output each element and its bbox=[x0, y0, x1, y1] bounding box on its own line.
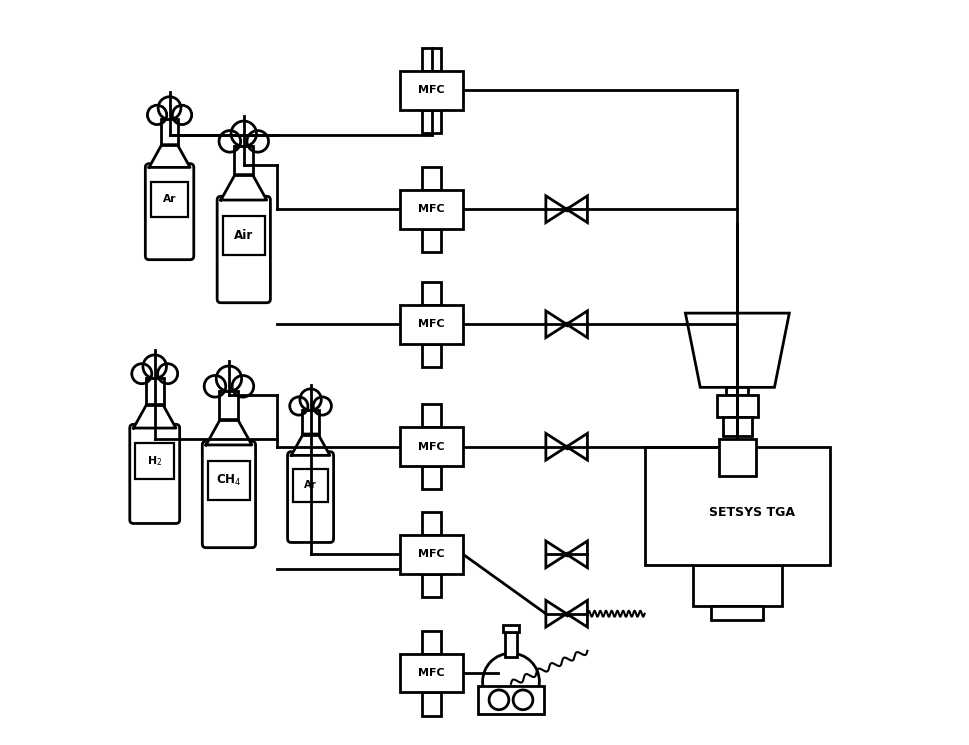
Bar bbox=[422, 466, 441, 489]
FancyBboxPatch shape bbox=[207, 461, 250, 500]
Polygon shape bbox=[134, 405, 175, 428]
Text: SETSYS TGA: SETSYS TGA bbox=[708, 506, 795, 519]
FancyBboxPatch shape bbox=[203, 441, 255, 548]
Bar bbox=[718, 440, 755, 476]
Bar bbox=[399, 305, 462, 343]
Bar bbox=[422, 48, 441, 72]
FancyBboxPatch shape bbox=[287, 451, 333, 542]
Polygon shape bbox=[205, 419, 252, 445]
Text: Air: Air bbox=[234, 229, 253, 242]
FancyBboxPatch shape bbox=[135, 443, 174, 479]
Text: H$_2$: H$_2$ bbox=[147, 454, 162, 468]
Bar bbox=[399, 428, 462, 466]
Bar bbox=[422, 229, 441, 252]
Bar bbox=[399, 654, 462, 692]
Bar bbox=[399, 190, 462, 229]
FancyBboxPatch shape bbox=[161, 118, 178, 145]
Bar bbox=[505, 633, 516, 658]
Text: CH$_4$: CH$_4$ bbox=[216, 473, 241, 488]
Bar bbox=[422, 167, 441, 190]
FancyBboxPatch shape bbox=[234, 146, 253, 175]
Bar bbox=[422, 692, 441, 715]
Bar bbox=[422, 631, 441, 654]
FancyBboxPatch shape bbox=[145, 378, 164, 405]
FancyBboxPatch shape bbox=[145, 164, 194, 260]
Bar bbox=[726, 387, 748, 406]
Text: MFC: MFC bbox=[418, 86, 445, 95]
FancyBboxPatch shape bbox=[219, 390, 238, 420]
Polygon shape bbox=[291, 434, 329, 455]
Bar bbox=[710, 606, 763, 620]
Bar bbox=[422, 110, 441, 133]
Text: Ar: Ar bbox=[163, 194, 176, 204]
FancyBboxPatch shape bbox=[293, 469, 328, 502]
Bar bbox=[422, 574, 441, 597]
FancyBboxPatch shape bbox=[223, 216, 265, 255]
Bar bbox=[692, 565, 781, 606]
Text: MFC: MFC bbox=[418, 204, 445, 215]
Text: MFC: MFC bbox=[418, 668, 445, 678]
Bar bbox=[422, 512, 441, 535]
Bar bbox=[644, 447, 829, 565]
Bar bbox=[722, 417, 751, 436]
Bar bbox=[399, 535, 462, 574]
Bar bbox=[422, 405, 441, 428]
Bar bbox=[399, 72, 462, 110]
FancyBboxPatch shape bbox=[217, 197, 270, 302]
FancyBboxPatch shape bbox=[302, 410, 319, 435]
Polygon shape bbox=[149, 145, 190, 168]
Text: Ar: Ar bbox=[304, 481, 317, 490]
Text: MFC: MFC bbox=[418, 549, 445, 559]
Bar bbox=[422, 282, 441, 305]
Bar bbox=[477, 685, 544, 714]
Bar bbox=[422, 343, 441, 367]
FancyBboxPatch shape bbox=[150, 182, 188, 217]
Bar bbox=[716, 395, 757, 417]
Text: MFC: MFC bbox=[418, 442, 445, 451]
Polygon shape bbox=[221, 174, 266, 200]
Bar bbox=[503, 624, 518, 633]
FancyBboxPatch shape bbox=[130, 425, 179, 524]
Text: MFC: MFC bbox=[418, 320, 445, 329]
Bar bbox=[728, 395, 746, 406]
